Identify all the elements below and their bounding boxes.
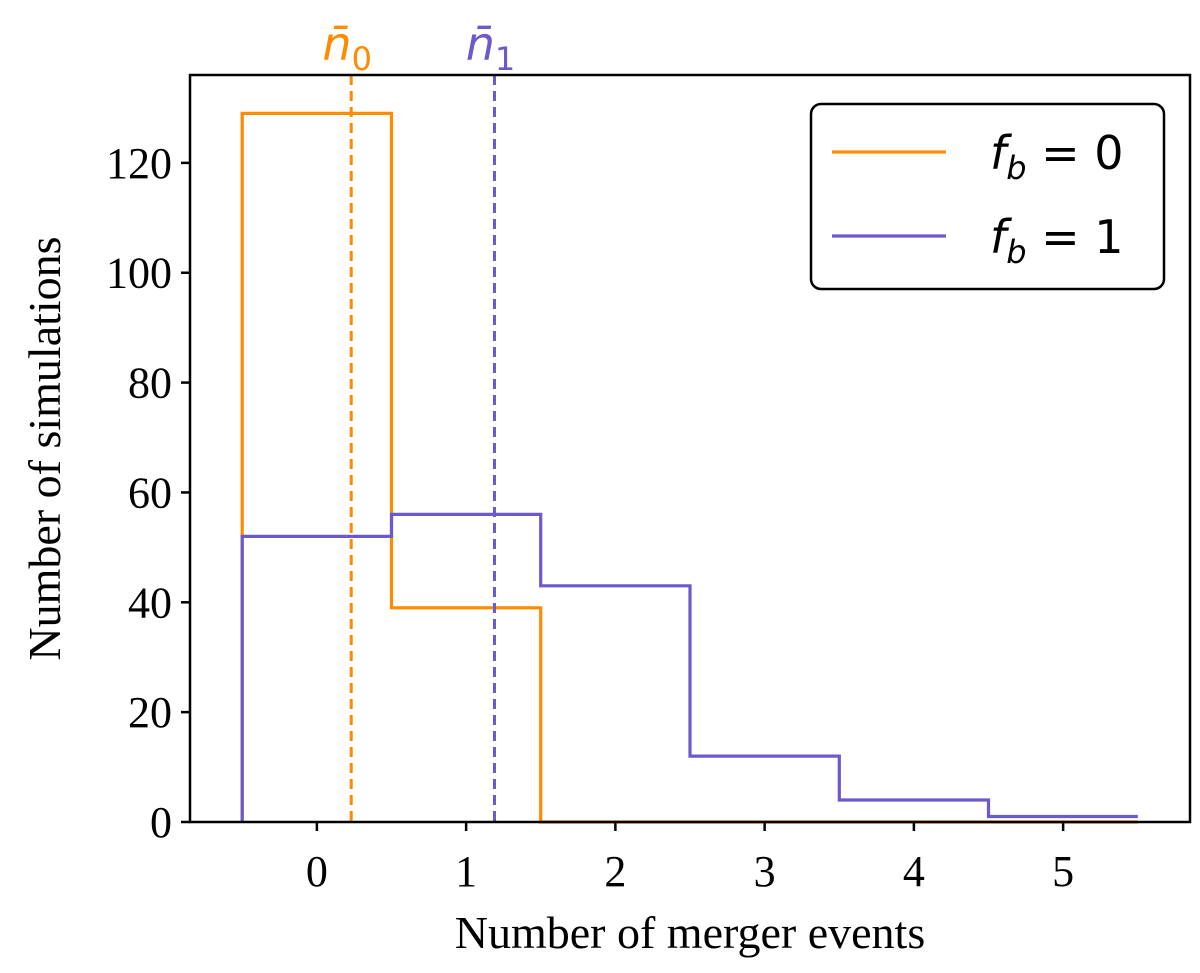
y-tick-label-0: 0 (150, 798, 172, 847)
x-tick-label-2: 2 (604, 847, 626, 896)
legend-label-1: fb = 1 (990, 210, 1124, 271)
legend: fb = 0fb = 1 (809, 102, 1166, 291)
mean-label-1: n̄1 (466, 17, 516, 78)
x-tick-label-3: 3 (754, 847, 776, 896)
series-step-line-1 (240, 512, 1138, 822)
y-tick-label-5: 100 (106, 249, 172, 298)
y-tick-label-6: 120 (106, 139, 172, 188)
y-tick-label-2: 40 (128, 578, 172, 627)
y-tick-label-3: 60 (128, 468, 172, 517)
x-axis-ticks: 0 1 2 3 4 5 (306, 822, 1074, 896)
y-axis-label: Number of simulations (19, 236, 70, 660)
x-tick-label-4: 4 (903, 847, 925, 896)
x-tick-label-5: 5 (1052, 847, 1074, 896)
x-tick-label-0: 0 (306, 847, 328, 896)
y-axis-ticks: 0 20 40 60 80 100 120 (106, 139, 190, 847)
x-axis-label: Number of merger events (455, 907, 926, 958)
legend-box (809, 102, 1166, 291)
mean-label-0: n̄0 (322, 17, 372, 78)
y-tick-label-4: 80 (128, 359, 172, 408)
y-tick-label-1: 20 (128, 688, 172, 737)
x-tick-label-1: 1 (455, 847, 477, 896)
mean-lines: n̄0 n̄1 (322, 17, 515, 822)
plot-frame (188, 73, 1192, 824)
